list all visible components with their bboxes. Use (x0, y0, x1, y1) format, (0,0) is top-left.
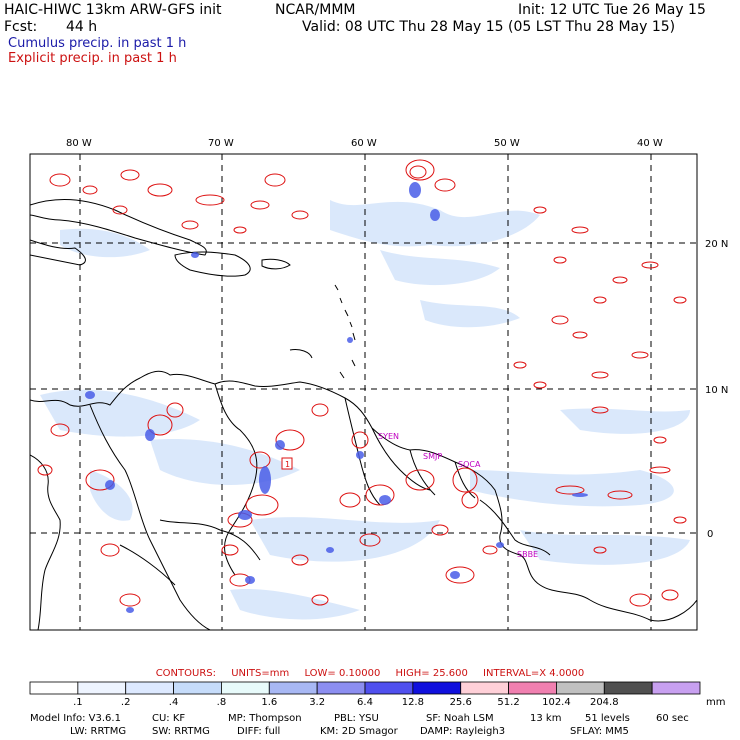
model-info-item: Model Info: V3.6.1 (30, 713, 121, 724)
model-info-item: CU: KF (152, 713, 186, 724)
max-marker: 1 (285, 460, 290, 469)
cumulus-precip-cores (85, 182, 588, 613)
lat-label-0: 0 (707, 529, 713, 540)
contour-high: HIGH= 25.600 (395, 668, 468, 679)
lon-label-60w: 60 W (351, 138, 377, 149)
model-info-item: MP: Thompson (228, 713, 302, 724)
forecast-label: Fcst: (4, 19, 38, 35)
lat-label-10n: 10 N (705, 385, 728, 396)
colorbar-tick-label: .2 (120, 697, 131, 708)
colorbar-tick-label: 204.8 (589, 697, 619, 708)
model-info-item: 60 sec (656, 713, 689, 724)
colorbar-tick-label: 6.4 (357, 697, 373, 708)
lat-lon-grid (30, 154, 697, 630)
contour-units: UNITS=mm (231, 668, 290, 679)
cumulus-legend: Cumulus precip. in past 1 h (8, 36, 187, 51)
colorbar (29, 681, 701, 695)
explicit-precip-contours (37, 159, 687, 607)
station-sbbe: SBBE (517, 550, 538, 559)
model-info-item: LW: RRTMG (70, 726, 127, 737)
colorbar-tick-label: .1 (73, 697, 83, 708)
colorbar-swatch (173, 681, 222, 695)
contour-info: CONTOURS: UNITS=mm LOW= 0.10000 HIGH= 25… (0, 668, 740, 679)
colorbar-swatch (77, 681, 127, 695)
model-info-item: SFLAY: MM5 (570, 726, 629, 737)
model-info-item: 13 km (530, 713, 562, 724)
colorbar-swatch (29, 681, 79, 695)
colorbar-swatch (460, 681, 509, 695)
org-label: NCAR/MMM (275, 2, 356, 18)
colorbar-swatch (316, 681, 366, 695)
colorbar-swatch (508, 681, 557, 695)
colorbar-tick-label: 1.6 (261, 697, 278, 708)
colorbar-tick-label: 51.2 (497, 697, 520, 708)
model-info-item: PBL: YSU (334, 713, 379, 724)
lon-label-80w: 80 W (66, 138, 92, 149)
model-title: HAIC-HIWC 13km ARW-GFS init (4, 2, 222, 18)
contour-label: CONTOURS: (155, 668, 216, 679)
colorbar-swatch (412, 681, 462, 695)
colorbar-tick-label: 3.2 (309, 697, 326, 708)
model-info-item: DIFF: full (237, 726, 281, 737)
station-soca: SOCA (458, 460, 481, 469)
explicit-legend: Explicit precip. in past 1 h (8, 51, 177, 66)
colorbar-tick-label: .8 (216, 697, 227, 708)
model-info-item: 51 levels (585, 713, 630, 724)
colorbar-tick-label: 12.8 (401, 697, 424, 708)
init-time: Init: 12 UTC Tue 26 May 15 (518, 2, 706, 18)
forecast-hour: 44 h (66, 19, 98, 35)
colorbar-swatch (221, 681, 270, 695)
contour-low: LOW= 0.10000 (304, 668, 381, 679)
colorbar-swatch (603, 681, 653, 695)
station-syen: SYEN (378, 432, 399, 441)
lon-label-50w: 50 W (494, 138, 520, 149)
contour-interval: INTERVAL=X 4.0000 (483, 668, 585, 679)
coastlines (30, 199, 697, 630)
valid-time: Valid: 08 UTC Thu 28 May 15 (05 LST Thu … (302, 19, 676, 35)
colorbar-tick-label: 102.4 (542, 697, 571, 708)
lon-label-70w: 70 W (208, 138, 234, 149)
lat-label-20n: 20 N (705, 239, 728, 250)
colorbar-swatch (268, 681, 318, 695)
model-info-item: SF: Noah LSM (426, 713, 494, 724)
colorbar-swatch (125, 681, 174, 695)
max-marker-box (281, 457, 293, 470)
colorbar-units: mm (706, 697, 726, 708)
colorbar-tick-label: .4 (168, 697, 179, 708)
colorbar-swatch (651, 681, 701, 695)
colorbar-swatch (364, 681, 414, 695)
lon-label-40w: 40 W (637, 138, 663, 149)
colorbar-tick-label: 25.6 (449, 697, 472, 708)
model-info-item: KM: 2D Smagor (320, 726, 398, 737)
colorbar-swatch (556, 681, 605, 695)
station-smjp: SMJP (423, 452, 442, 461)
model-info-item: DAMP: Rayleigh3 (420, 726, 506, 737)
model-info-item: SW: RRTMG (152, 726, 210, 737)
